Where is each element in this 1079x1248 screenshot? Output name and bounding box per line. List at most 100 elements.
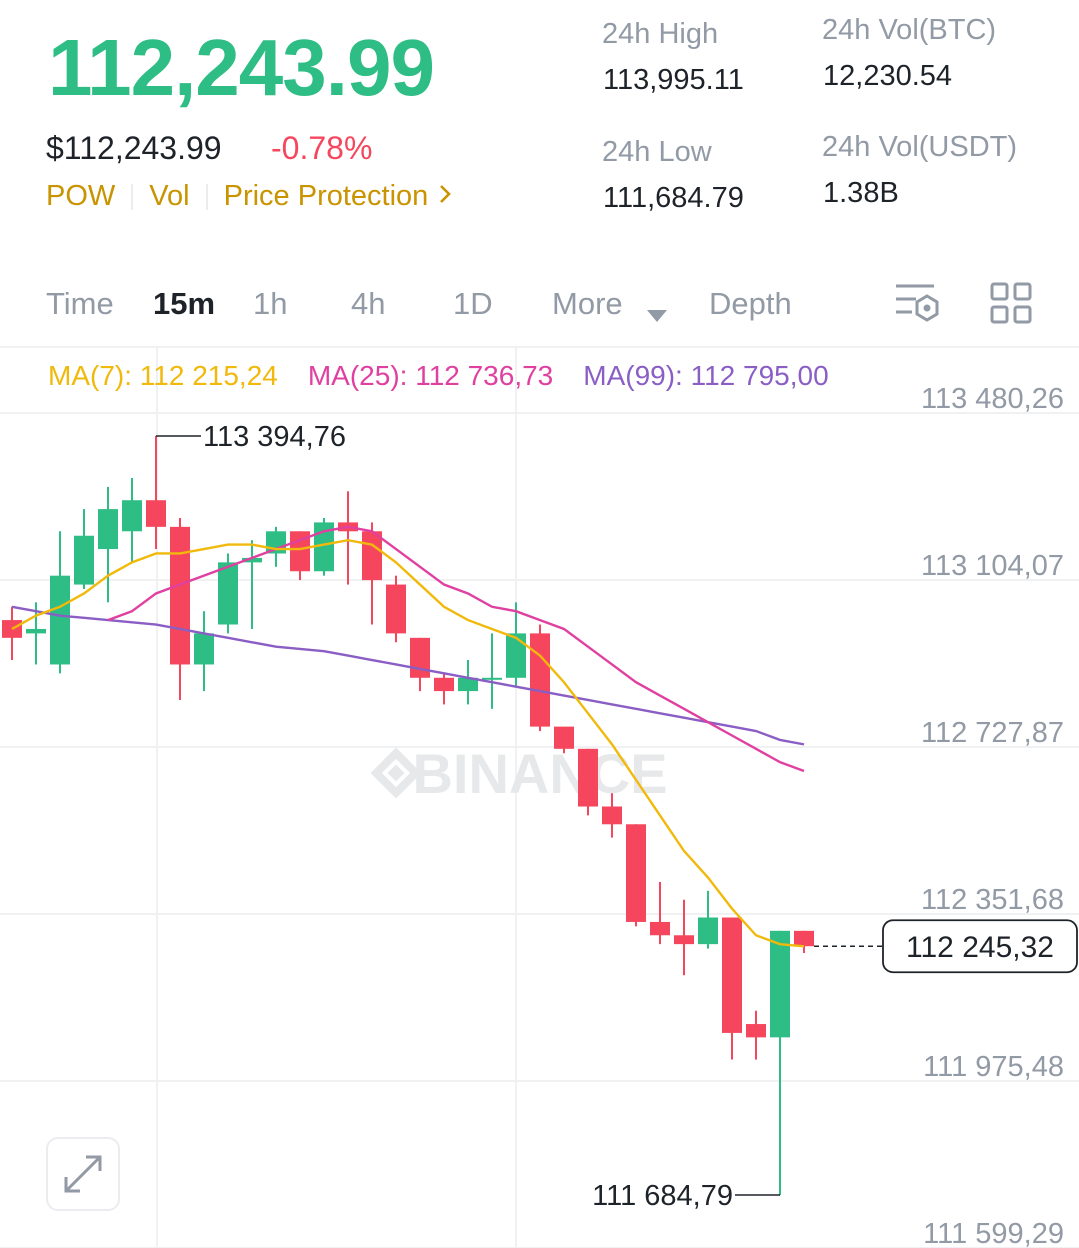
candle: [338, 491, 358, 585]
candle: [770, 930, 790, 1196]
candle: [722, 917, 742, 1060]
candle-body: [626, 824, 646, 922]
candle: [122, 478, 142, 563]
tag-vol[interactable]: Vol: [149, 180, 190, 212]
candle: [602, 793, 622, 838]
y-tick-label: 113 104,07: [921, 550, 1064, 582]
candle-body: [698, 917, 718, 945]
current-price-badge: [882, 919, 1078, 974]
tab-time[interactable]: Time: [46, 286, 114, 321]
y-tick-label: 111 975,48: [923, 1051, 1064, 1083]
candle: [410, 637, 430, 692]
tag-divider: [205, 183, 208, 210]
ma99-line: [11, 605, 805, 746]
candles: [2, 435, 814, 1196]
ma7-label: MA(7): 112 215,24: [48, 360, 278, 391]
y-axis-ticks: 113 480,26 113 104,07 112 727,87 112 351,68…: [921, 383, 1064, 1248]
candle-body: [722, 917, 742, 1033]
candle-body: [674, 935, 694, 945]
candle: [386, 575, 406, 643]
tab-more[interactable]: More: [552, 286, 623, 321]
candle: [626, 824, 646, 927]
tabs-divider: [0, 346, 1079, 348]
candle-body: [50, 575, 70, 665]
expand-icon: [64, 1155, 102, 1193]
tab-4h[interactable]: 4h: [351, 286, 386, 321]
tab-1d[interactable]: 1D: [453, 286, 493, 321]
stat-vol-btc-label: 24h Vol(BTC): [822, 14, 997, 46]
candle: [50, 531, 70, 674]
candle-body: [146, 500, 166, 527]
candle: [554, 726, 574, 754]
candle: [146, 435, 166, 550]
last-price: 112,243.99: [48, 23, 435, 112]
candle-body: [770, 930, 790, 1038]
tag-divider: [131, 183, 134, 210]
candle-body: [26, 628, 46, 634]
candle-body: [410, 637, 430, 678]
candle: [794, 930, 814, 954]
ma7-line: [11, 538, 805, 948]
tab-15m[interactable]: 15m: [153, 286, 216, 321]
candle-body: [170, 526, 190, 665]
candle: [74, 509, 94, 590]
stat-high-label: 24h High: [602, 18, 719, 50]
tab-1h[interactable]: 1h: [253, 286, 288, 321]
chevron-down-icon[interactable]: [646, 295, 668, 331]
high-annotation: 113 394,76: [203, 421, 346, 453]
low-annotation: 111 684,79: [592, 1180, 733, 1212]
price-usd: $112,243.99: [46, 130, 222, 166]
candle: [530, 624, 550, 732]
candle: [98, 486, 118, 603]
price-change-percent: -0.78%: [271, 130, 373, 166]
chevron-right-icon[interactable]: [438, 181, 452, 212]
candle-body: [98, 509, 118, 550]
candle: [170, 517, 190, 700]
stat-vol-btc-value: 12,230.54: [823, 60, 953, 92]
ma25-line: [107, 525, 805, 773]
y-tick-label: 113 480,26: [921, 383, 1064, 415]
stat-low-label: 24h Low: [602, 136, 712, 168]
candle-body: [314, 522, 334, 572]
tab-depth[interactable]: Depth: [709, 286, 792, 321]
candle-body: [242, 557, 262, 563]
fullscreen-button[interactable]: [46, 1137, 120, 1211]
candle: [482, 633, 502, 709]
binance-logo-icon: [370, 747, 422, 799]
candle-body: [506, 633, 526, 678]
tag-pow[interactable]: POW: [46, 180, 116, 212]
current-price-label: 112 245,32: [906, 931, 1054, 964]
candle: [506, 602, 526, 687]
candle: [698, 890, 718, 949]
candle: [458, 660, 478, 705]
tag-price-protection[interactable]: Price Protection: [223, 180, 429, 212]
interval-tabs: Time 15m 1h 4h 1D More Depth: [0, 270, 1079, 340]
candle-body: [578, 748, 598, 807]
candle-body: [602, 806, 622, 825]
candle-body: [362, 531, 382, 581]
ma-lines: [11, 525, 805, 948]
candle: [434, 673, 454, 705]
candle-body: [458, 677, 478, 692]
candle-body: [554, 726, 574, 749]
y-tick-label: 112 351,68: [921, 884, 1064, 916]
candle-body: [386, 584, 406, 634]
grid-layout-icon[interactable]: [990, 282, 1032, 332]
candle-body: [650, 921, 670, 936]
stat-vol-usdt-value: 1.38B: [823, 177, 899, 209]
watermark-text: BINANCE: [412, 742, 667, 805]
candle: [650, 881, 670, 945]
indicator-settings-icon[interactable]: [894, 282, 940, 332]
candle: [194, 611, 214, 692]
candle: [2, 606, 22, 661]
candle-body: [746, 1024, 766, 1038]
candle-body: [434, 677, 454, 692]
candle-body: [122, 500, 142, 532]
candle-body: [218, 562, 238, 625]
candle-body: [74, 535, 94, 585]
candle: [746, 1010, 766, 1060]
stat-high-value: 113,995.11: [603, 64, 744, 96]
y-tick-label: 111 599,29: [923, 1218, 1064, 1248]
candle: [578, 748, 598, 816]
